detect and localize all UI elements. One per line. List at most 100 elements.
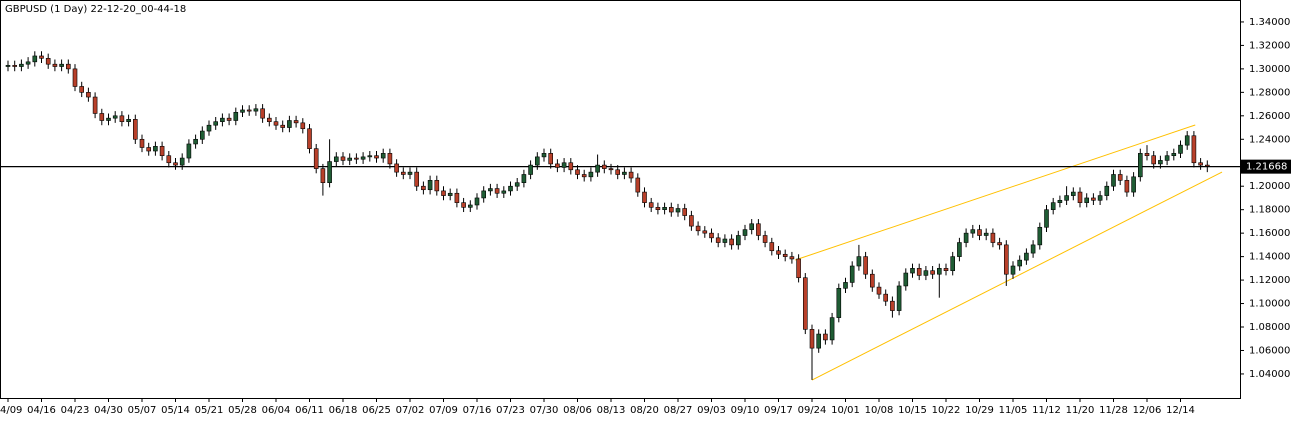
candle-body [916, 268, 922, 276]
candle-body [454, 192, 460, 203]
x-tick-label: 04/23 [61, 405, 90, 416]
candle-body [374, 155, 379, 159]
candle-body [488, 188, 493, 192]
x-tick-label: 07/02 [396, 405, 425, 416]
candle-body [642, 191, 647, 203]
candle-body [1104, 185, 1110, 196]
candle-body [213, 121, 218, 126]
candle-body [233, 111, 239, 121]
candle-body [682, 208, 688, 216]
candle-body [1010, 265, 1016, 275]
candle-body [400, 171, 406, 175]
candle-body [1151, 155, 1156, 165]
y-tick-label: 1.26000 [1249, 111, 1290, 122]
x-tick-label: 06/25 [362, 405, 391, 416]
candle-body [990, 232, 996, 243]
candle-body [72, 68, 78, 87]
candle-body [521, 174, 527, 183]
trendline [795, 124, 1196, 261]
candle-body [39, 55, 44, 59]
x-tick-label: 09/17 [764, 405, 793, 416]
candle-body [869, 273, 875, 288]
candle-body [749, 223, 755, 230]
candle-body [407, 171, 413, 175]
candle-body [367, 155, 373, 158]
candle-body [273, 121, 279, 126]
candle-body [541, 153, 547, 158]
candle-body [742, 229, 748, 236]
y-tick-label: 1.24000 [1249, 134, 1290, 145]
candle-body [856, 256, 862, 267]
candle-body [32, 55, 38, 63]
candle-body [1191, 135, 1197, 164]
candle-body [1037, 226, 1043, 246]
candle-body [327, 161, 332, 183]
candle-body [387, 153, 393, 165]
candle-body [1084, 197, 1089, 203]
candle-body [354, 157, 359, 160]
x-tick-label: 04/16 [27, 405, 56, 416]
x-tick-label: 10/01 [831, 405, 860, 416]
y-tick-label: 1.14000 [1249, 252, 1290, 263]
candle-body [702, 230, 708, 234]
candle-body [119, 115, 125, 122]
candle-body [896, 285, 902, 311]
price-label: 1.21668 [1246, 162, 1287, 173]
candle-body [146, 147, 151, 152]
candle-body [977, 229, 982, 236]
candle-body [836, 287, 842, 318]
title-box [1, 1, 197, 16]
candle-body [769, 242, 775, 252]
x-tick-label: 06/04 [262, 405, 291, 416]
candle-body [601, 164, 607, 169]
candle-body [722, 238, 728, 243]
candle-body [695, 225, 701, 232]
x-tick-label: 05/28 [228, 405, 257, 416]
x-tick-label: 09/24 [798, 405, 827, 416]
candle-body [441, 190, 446, 196]
candle-body [434, 180, 440, 192]
candle-body [501, 190, 507, 194]
candle-body [1131, 176, 1136, 193]
candle-body [45, 58, 51, 65]
candle-body [220, 117, 225, 122]
candle-body [266, 117, 272, 122]
candle-body [689, 215, 694, 227]
x-tick-label: 08/06 [563, 405, 592, 416]
candle-body [461, 202, 466, 208]
candle-body [555, 163, 560, 168]
candle-body [1050, 202, 1056, 210]
candle-body [86, 92, 91, 98]
candle-body [66, 63, 71, 70]
candle-body [246, 109, 252, 112]
candle-body [300, 122, 306, 130]
candle-body [930, 270, 935, 275]
candle-body [360, 156, 366, 160]
candle-body [776, 250, 781, 255]
candle-body [1117, 174, 1123, 181]
candle-body [1158, 160, 1163, 165]
candle-body [903, 272, 909, 287]
candle-body [809, 329, 815, 349]
candle-body [796, 258, 801, 279]
y-tick-label: 1.04000 [1249, 369, 1290, 380]
x-tick-label: 07/30 [530, 405, 559, 416]
candle-body [1164, 155, 1170, 161]
candle-body [1077, 191, 1083, 203]
candle-body [394, 163, 399, 173]
candle-body [240, 109, 245, 113]
candle-body [936, 268, 942, 275]
candle-body [313, 148, 319, 169]
x-tick-label: 10/15 [898, 405, 927, 416]
x-tick-label: 10/29 [965, 405, 994, 416]
x-tick-label: 07/09 [429, 405, 458, 416]
candle-body [153, 146, 158, 152]
candle-body [226, 117, 232, 121]
candle-body [1198, 162, 1203, 166]
y-tick-label: 1.32000 [1249, 40, 1290, 51]
x-tick-label: 06/11 [295, 405, 324, 416]
x-tick-label: 05/14 [161, 405, 190, 416]
candle-body [1030, 244, 1036, 254]
candle-body [843, 282, 848, 289]
